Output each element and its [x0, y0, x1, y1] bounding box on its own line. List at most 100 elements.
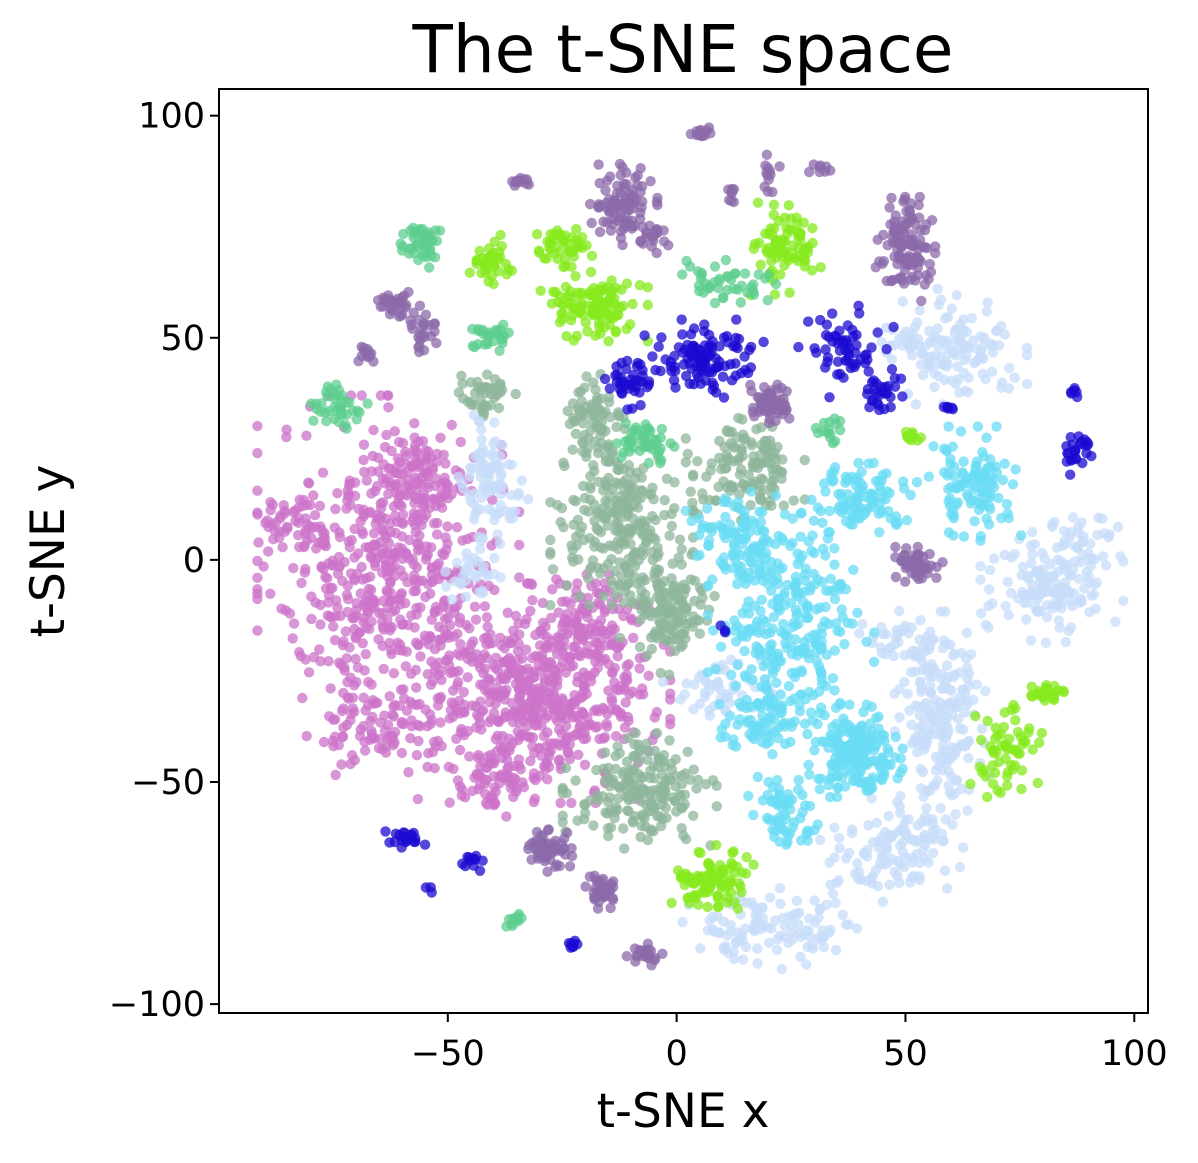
scatter-point — [701, 471, 712, 482]
scatter-point — [795, 508, 806, 519]
scatter-point — [851, 498, 862, 509]
scatter-point — [982, 297, 993, 308]
scatter-point — [800, 642, 811, 653]
scatter-point — [746, 544, 757, 555]
scatter-point — [732, 659, 743, 671]
scatter-point — [464, 267, 475, 278]
scatter-point — [656, 784, 667, 795]
scatter-point — [664, 669, 675, 680]
scatter-point — [426, 614, 437, 625]
scatter-point — [610, 589, 621, 600]
scatter-point — [787, 537, 798, 549]
scatter-point — [893, 637, 904, 648]
scatter-point — [313, 537, 324, 549]
scatter-point — [456, 477, 467, 489]
scatter-point — [322, 573, 333, 584]
scatter-point — [927, 848, 939, 859]
scatter-point — [475, 654, 487, 665]
scatter-point — [384, 691, 395, 702]
scatter-point — [258, 561, 269, 572]
scatter-point — [650, 564, 662, 575]
scatter-point — [874, 527, 885, 538]
scatter-point — [252, 509, 263, 520]
scatter-point — [488, 261, 500, 272]
scatter-point — [571, 291, 583, 303]
scatter-point — [906, 229, 917, 240]
scatter-point — [975, 574, 986, 585]
scatter-point — [371, 509, 383, 521]
scatter-point — [602, 823, 614, 834]
scatter-point — [330, 769, 341, 781]
scatter-point — [440, 581, 452, 592]
scatter-point — [911, 570, 922, 582]
scatter-point — [609, 806, 621, 818]
scatter-point — [833, 782, 844, 794]
scatter-point — [746, 440, 757, 451]
scatter-point — [600, 425, 611, 437]
scatter-point — [536, 684, 548, 696]
scatter-point — [794, 907, 805, 918]
scatter-point — [906, 240, 917, 251]
scatter-point — [923, 359, 934, 371]
scatter-point — [699, 687, 711, 698]
scatter-point — [610, 730, 622, 742]
scatter-point — [578, 534, 590, 546]
scatter-point — [638, 689, 649, 700]
scatter-point — [616, 571, 627, 582]
scatter-point — [630, 473, 641, 484]
scatter-point — [436, 502, 448, 513]
scatter-point — [803, 925, 814, 936]
scatter-point — [396, 747, 408, 759]
scatter-point — [897, 825, 909, 837]
scatter-point — [911, 251, 923, 263]
scatter-point — [897, 340, 908, 351]
scatter-point — [557, 817, 568, 828]
scatter-point — [396, 619, 408, 630]
scatter-point — [715, 732, 726, 743]
scatter-point — [260, 517, 271, 529]
scatter-point — [1100, 560, 1112, 571]
scatter-point — [651, 727, 663, 739]
scatter-point — [598, 591, 609, 602]
scatter-point — [1058, 596, 1069, 607]
scatter-point — [704, 704, 715, 716]
scatter-point — [738, 954, 749, 965]
scatter-point — [695, 943, 706, 954]
scatter-point — [597, 296, 608, 307]
scatter-point — [579, 814, 590, 825]
scatter-point — [743, 608, 755, 619]
scatter-point — [344, 642, 355, 653]
scatter-point — [344, 478, 356, 489]
scatter-point — [679, 879, 690, 891]
scatter-point — [734, 489, 745, 500]
scatter-point — [490, 786, 501, 797]
scatter-point — [975, 561, 986, 572]
scatter-point — [991, 421, 1002, 432]
scatter-point — [385, 303, 396, 315]
scatter-point — [526, 579, 538, 590]
scatter-point — [1025, 635, 1037, 646]
scatter-point — [941, 660, 953, 671]
scatter-point — [580, 401, 591, 413]
scatter-point — [749, 721, 761, 732]
scatter-point — [584, 481, 595, 492]
scatter-point — [829, 543, 840, 554]
scatter-point — [759, 674, 771, 685]
scatter-point — [600, 887, 611, 898]
scatter-point — [660, 775, 672, 786]
scatter-point — [791, 895, 803, 907]
scatter-point — [466, 463, 477, 474]
scatter-point — [1075, 557, 1086, 568]
scatter-point — [1110, 616, 1121, 627]
scatter-point — [649, 712, 660, 723]
scatter-point — [837, 909, 848, 921]
scatter-point — [599, 653, 611, 664]
scatter-point — [709, 590, 720, 602]
scatter-point — [265, 588, 276, 599]
scatter-point — [946, 303, 958, 314]
scatter-point — [252, 625, 263, 636]
scatter-point — [598, 485, 609, 496]
scatter-point — [996, 382, 1007, 393]
scatter-point — [303, 667, 315, 678]
scatter-point — [473, 752, 484, 764]
